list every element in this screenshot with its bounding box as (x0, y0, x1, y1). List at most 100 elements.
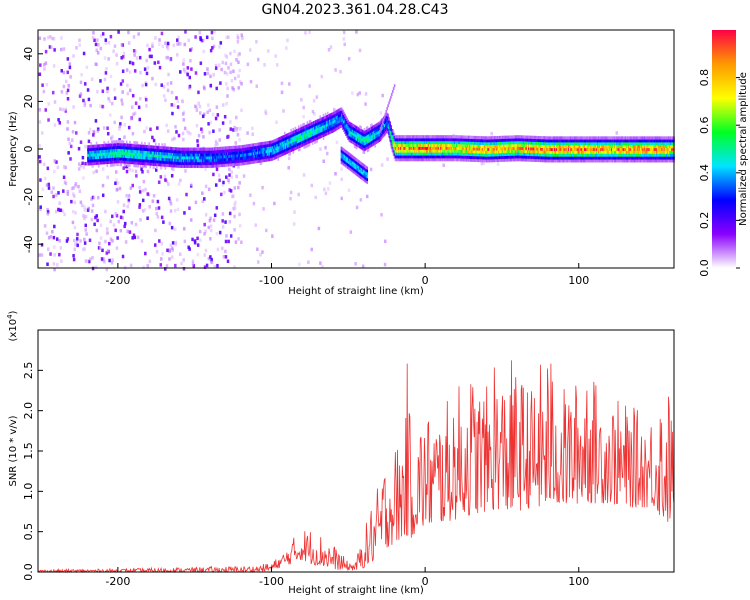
spectrogram-cell (183, 70, 187, 74)
spectrogram-cell (469, 135, 472, 139)
spectrogram-cell (391, 140, 394, 144)
spectrogram-cell (544, 153, 546, 157)
spectrogram-cell (254, 157, 257, 161)
spectrogram-cell (423, 149, 426, 153)
spectrogram-cell (516, 158, 518, 162)
spectrogram-cell (96, 218, 99, 223)
spectrogram-cell (604, 147, 607, 152)
spectrogram-cell (611, 159, 614, 163)
spectrogram-cell (295, 140, 298, 144)
spectrogram-cell (328, 119, 330, 124)
spectrogram-cell (565, 150, 568, 154)
spectrogram-cell (607, 153, 610, 157)
spectrogram-cell (357, 141, 359, 145)
spectrogram-cell (308, 131, 311, 135)
spectrogram-cell (110, 163, 113, 167)
spectrogram-cell (185, 192, 188, 197)
spectrogram-cell (387, 124, 389, 129)
spectrogram-cell (483, 150, 486, 154)
spectrogram-cell (546, 156, 548, 160)
spectrogram-cell (323, 127, 326, 131)
spectrogram-cell (453, 143, 456, 147)
spectrogram-cell (463, 158, 466, 162)
spectrogram-cell (226, 146, 229, 150)
spectrogram-cell (151, 153, 154, 158)
spectrogram-cell (477, 150, 480, 154)
spectrogram-cell (503, 158, 505, 162)
spectrogram-cell (125, 160, 128, 164)
spectrogram-cell (580, 153, 583, 157)
spectrogram-cell (249, 193, 252, 197)
spectrogram-cell (233, 127, 237, 132)
spectrogram-cell (189, 153, 191, 157)
spectrogram-cell (415, 152, 417, 156)
spectrogram-cell (448, 158, 451, 162)
spectrogram-cell (421, 158, 424, 162)
spectrogram-cell (581, 159, 584, 163)
spectrogram-cell (72, 54, 75, 58)
spectrogram-cell (407, 135, 410, 139)
spectrogram-cell (380, 133, 383, 137)
spectrogram-cell (405, 135, 408, 139)
spectrogram-cell (577, 139, 580, 143)
spectrogram-cell (138, 155, 141, 160)
spectrogram-cell (356, 140, 358, 144)
spectrogram-cell (409, 155, 412, 159)
spectrogram-cell (231, 86, 234, 90)
spectrogram-cell (169, 209, 173, 213)
spectrogram-cell (297, 136, 300, 140)
spectrogram-cell (231, 151, 233, 155)
spectrogram-cell (212, 129, 215, 133)
spectrogram-cell (148, 54, 152, 59)
spectrogram-cell (520, 155, 523, 159)
spectrogram-cell (205, 156, 208, 160)
spectrogram-cell (322, 128, 325, 132)
spectrogram-cell (480, 136, 483, 140)
spectrogram-cell (307, 140, 310, 144)
spectrogram-cell (141, 83, 144, 88)
spectrogram-cell (506, 138, 509, 142)
spectrogram-cell (93, 153, 96, 157)
spectrogram-cell (196, 147, 199, 151)
spectrogram-cell (275, 147, 277, 151)
spectrogram-cell (318, 132, 320, 137)
spectrogram-cell (454, 143, 457, 147)
spectrogram-cell (332, 123, 334, 127)
spectrogram-cell (220, 192, 223, 197)
spectrogram-cell (133, 235, 137, 240)
spectrogram-cell (359, 128, 361, 132)
spectrogram-cell (265, 147, 268, 151)
spectrogram-cell (53, 159, 56, 163)
spectrogram-cell (187, 164, 189, 168)
spectrogram-cell (276, 152, 279, 156)
spectrogram-cell (119, 145, 122, 149)
spectrogram-cell (501, 155, 503, 160)
spectrogram-cell (560, 147, 562, 152)
spectrogram-cell (88, 145, 90, 149)
spectrogram-cell (83, 205, 86, 209)
spectrogram-cell (451, 155, 454, 159)
spectrogram-cell (487, 150, 489, 154)
spectrogram-cell (90, 142, 92, 146)
spectrogram-cell (507, 141, 510, 145)
spectrogram-cell (456, 149, 458, 153)
spectrogram-cell (593, 153, 596, 157)
spectrogram-cell (397, 143, 400, 147)
spectrogram-cell (167, 163, 170, 168)
spectrogram-cell (377, 139, 380, 143)
spectrogram-cell (519, 143, 522, 148)
spectrogram-cell (300, 135, 302, 139)
spectrogram-cell (386, 157, 389, 161)
spectrogram-cell (557, 150, 559, 154)
spectrogram-cell (170, 174, 174, 178)
spectrogram-cell (38, 155, 41, 159)
spectrogram-cell (604, 159, 607, 163)
spectrogram-cell (375, 123, 377, 127)
spectrogram-cell (191, 237, 194, 242)
spectrogram-cell (263, 63, 266, 67)
spectrogram-cell (538, 156, 541, 160)
spectrogram-cell (559, 150, 561, 154)
spectrogram-cell (586, 153, 588, 157)
spectrogram-cell (532, 158, 534, 162)
spectrogram-cell (128, 143, 130, 147)
